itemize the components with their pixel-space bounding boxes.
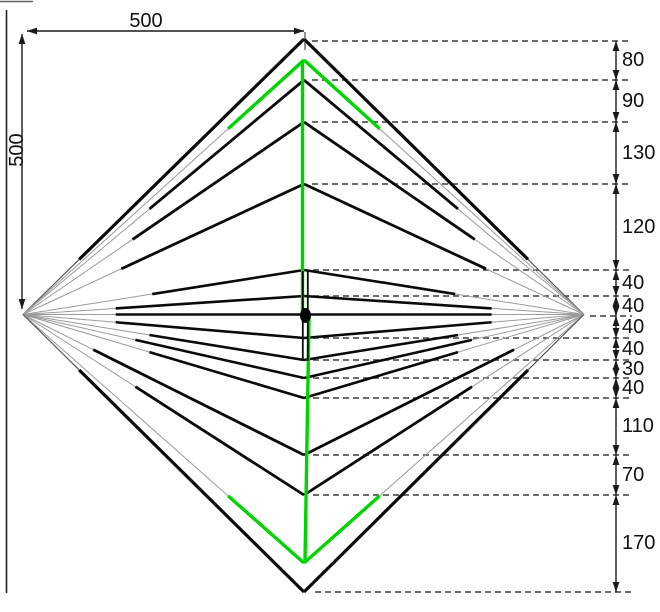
element-wire <box>303 268 456 296</box>
element-wire <box>134 385 305 497</box>
element-wire <box>303 182 487 271</box>
feed-point <box>300 308 311 323</box>
element-wire <box>302 368 530 594</box>
left-dim-arrow-top <box>18 34 26 44</box>
right-dim-arrow <box>612 485 620 495</box>
right-dim-arrow <box>612 455 620 465</box>
right-dimension-label: 40 <box>622 377 644 399</box>
element-wire <box>303 120 476 241</box>
element-wire <box>149 350 305 400</box>
right-dim-arrow <box>612 306 620 316</box>
element-wire <box>120 182 305 271</box>
right-dim-arrow <box>612 398 620 408</box>
right-dimension-label: 80 <box>622 49 644 71</box>
top-dim-arrow-right <box>294 27 304 35</box>
element-wire <box>148 78 305 211</box>
right-dim-arrow <box>612 296 620 306</box>
right-dimension-label: 70 <box>622 464 644 486</box>
left-dimension-label: 500 <box>6 133 28 166</box>
right-dim-arrow <box>612 260 620 270</box>
top-dimension-label: 500 <box>129 10 162 32</box>
right-dim-arrow <box>612 286 620 296</box>
right-dimension-label: 30 <box>622 358 644 380</box>
element-wire <box>303 78 459 211</box>
right-dim-arrow <box>612 350 620 360</box>
right-dim-arrow <box>612 70 620 80</box>
right-dimension-label: 170 <box>622 532 655 554</box>
right-dimension-label: 40 <box>622 316 644 338</box>
right-dim-arrow <box>612 80 620 90</box>
element-wire <box>78 37 306 261</box>
left-dim-arrow-bottom <box>18 299 26 309</box>
right-dimension-label: 110 <box>622 415 654 437</box>
right-dim-arrow <box>612 368 620 378</box>
right-dimension-label: 40 <box>622 295 644 317</box>
right-dimension-label: 130 <box>622 142 655 164</box>
right-dim-arrow <box>612 316 620 326</box>
right-dim-arrow <box>612 338 620 348</box>
right-dimension-label: 90 <box>622 90 644 112</box>
element-wire <box>303 333 459 362</box>
element-wire <box>303 338 473 380</box>
right-dim-arrow <box>612 378 620 388</box>
element-wire <box>115 320 305 340</box>
element-wire <box>303 350 459 400</box>
element-wire <box>302 37 530 261</box>
element-wire <box>115 294 305 310</box>
green-element-wire <box>302 58 381 130</box>
right-dim-arrow <box>612 388 620 398</box>
right-dim-arrow <box>612 445 620 455</box>
right-dim-arrow <box>612 112 620 122</box>
right-dim-arrow <box>612 495 620 505</box>
element-wire <box>135 338 305 380</box>
element-wire <box>303 320 492 340</box>
right-dimension-label: 120 <box>622 216 655 238</box>
right-dim-arrow <box>612 122 620 132</box>
right-dim-arrow <box>612 184 620 194</box>
right-dim-arrow <box>612 360 620 370</box>
element-wire <box>152 268 305 296</box>
element-wire <box>303 348 515 457</box>
right-dim-arrow <box>612 174 620 184</box>
green-element-wire <box>227 494 306 565</box>
right-dim-arrow <box>612 328 620 338</box>
element-wire <box>131 120 305 241</box>
right-dimension-label: 40 <box>622 338 644 360</box>
element-wire <box>92 348 305 457</box>
top-dim-arrow-left <box>27 27 37 35</box>
green-element-wire <box>226 58 306 130</box>
element-wire <box>303 294 492 310</box>
green-element-wire <box>302 494 381 565</box>
right-dim-arrow <box>612 270 620 280</box>
element-wire <box>78 368 306 594</box>
element-wire <box>149 333 305 362</box>
right-dim-arrow <box>612 582 620 592</box>
right-dimension-label: 40 <box>622 272 644 294</box>
element-wire <box>303 385 473 497</box>
right-dim-arrow <box>612 41 620 51</box>
